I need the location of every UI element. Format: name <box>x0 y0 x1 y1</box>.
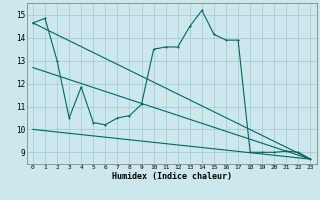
X-axis label: Humidex (Indice chaleur): Humidex (Indice chaleur) <box>112 172 232 181</box>
